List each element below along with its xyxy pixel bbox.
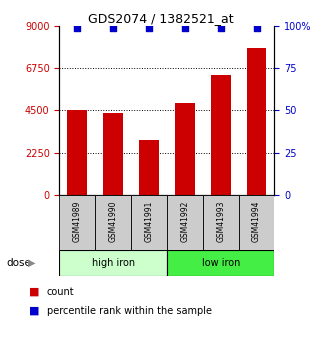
Point bbox=[254, 25, 259, 30]
Text: percentile rank within the sample: percentile rank within the sample bbox=[47, 306, 212, 315]
Bar bbox=[203, 195, 239, 250]
Point bbox=[182, 25, 187, 30]
Text: GSM41991: GSM41991 bbox=[144, 201, 153, 242]
Text: GSM41993: GSM41993 bbox=[216, 201, 225, 242]
Bar bbox=[131, 195, 167, 250]
Bar bbox=[95, 195, 131, 250]
Text: GSM41989: GSM41989 bbox=[73, 201, 82, 242]
Text: GSM41994: GSM41994 bbox=[252, 201, 261, 242]
Point bbox=[110, 25, 116, 30]
Bar bbox=[167, 195, 203, 250]
Text: ■: ■ bbox=[29, 287, 39, 296]
Bar bbox=[59, 195, 95, 250]
Text: high iron: high iron bbox=[91, 258, 135, 268]
Text: GSM41992: GSM41992 bbox=[180, 201, 189, 242]
Bar bbox=[239, 195, 274, 250]
Bar bbox=[211, 75, 230, 195]
Bar bbox=[103, 113, 123, 195]
Text: GSM41990: GSM41990 bbox=[108, 201, 118, 242]
Text: ■: ■ bbox=[29, 306, 39, 315]
Text: low iron: low iron bbox=[202, 258, 240, 268]
Bar bbox=[175, 103, 195, 195]
Text: count: count bbox=[47, 287, 74, 296]
Bar bbox=[67, 110, 87, 195]
Bar bbox=[59, 250, 167, 276]
Bar bbox=[247, 48, 266, 195]
Bar bbox=[139, 140, 159, 195]
Point bbox=[218, 25, 223, 30]
Text: ▶: ▶ bbox=[28, 258, 36, 268]
Point bbox=[146, 25, 152, 30]
Bar bbox=[167, 250, 274, 276]
Point bbox=[75, 25, 80, 30]
Text: dose: dose bbox=[6, 258, 31, 268]
Text: GDS2074 / 1382521_at: GDS2074 / 1382521_at bbox=[88, 12, 233, 25]
